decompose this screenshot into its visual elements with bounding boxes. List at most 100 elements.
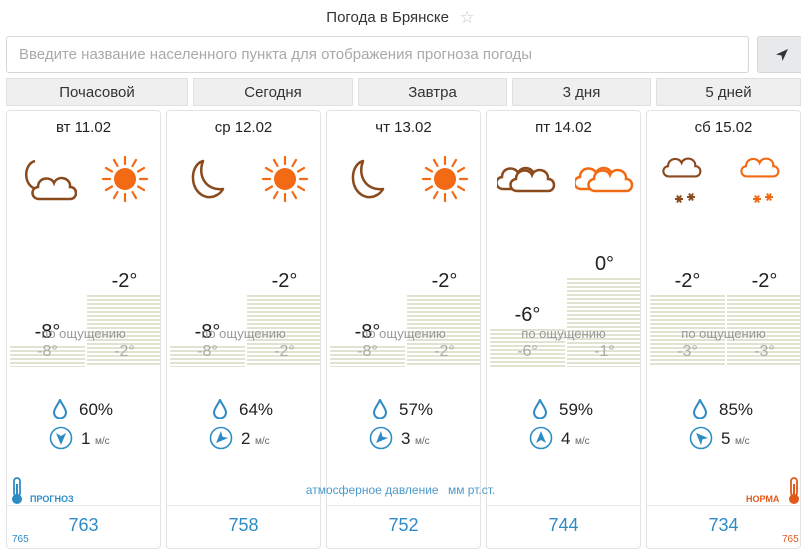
location-arrow-icon (776, 48, 788, 61)
wind-north-west-icon (689, 426, 713, 450)
wind-unit: м/с (95, 436, 110, 447)
tab-tomorrow[interactable]: Завтра (358, 78, 507, 106)
day-date: чт 13.02 (375, 119, 432, 136)
wind-unit: м/с (575, 436, 590, 447)
forecast-day-card: ср 12.02 -8° -2° по ощущению -8° -2° 64% 2 м/с 75… (166, 110, 321, 549)
wind-row: 5 м/с (647, 425, 800, 451)
night-temperature-bar (330, 346, 405, 367)
tab-today[interactable]: Сегодня (193, 78, 353, 106)
feels-like-label: по ощущению (201, 326, 286, 341)
locate-button[interactable] (757, 36, 801, 73)
wind-row: 4 м/с (487, 425, 640, 451)
cloudy-icon (575, 166, 634, 193)
moon-icon (191, 159, 225, 199)
day-feels-like: -2° (274, 343, 295, 360)
humidity-value: 57% (399, 400, 434, 419)
day-feels-like: -2° (114, 343, 135, 360)
humidity-row: 85% (647, 397, 800, 423)
pressure-divider (7, 505, 160, 506)
day-feels-like: -1° (594, 343, 615, 360)
page-header: Погода в Брянске ☆ (0, 0, 801, 36)
wind-row: 3 м/с (327, 425, 480, 451)
humidity-row: 59% (487, 397, 640, 423)
thermometer-norm-icon (789, 477, 799, 504)
moon-icon (351, 159, 385, 199)
thermometer-forecast-icon (12, 477, 22, 504)
forecast-legend-value: 765 (12, 534, 29, 545)
pressure-unit: мм рт.ст. (447, 483, 496, 497)
night-feels-like: -8° (357, 343, 378, 360)
wind-unit: м/с (415, 436, 430, 447)
humidity-drop-icon (212, 399, 228, 419)
wind-south-west-icon (369, 426, 393, 450)
humidity-row: 64% (167, 397, 320, 423)
day-temperature-bar (87, 295, 160, 367)
pressure-caption: атмосферное давление мм рт.ст. (0, 483, 801, 497)
pressure-value: 744 (548, 515, 579, 535)
pressure-divider (167, 505, 320, 506)
tab-3-days[interactable]: 3 дня (512, 78, 651, 106)
day-temperature: -2° (271, 270, 298, 292)
pressure-label: атмосферное давление (305, 483, 439, 497)
day-date: сб 15.02 (694, 119, 753, 136)
humidity-value: 59% (559, 400, 594, 419)
night-temperature-bar (490, 329, 565, 367)
snow-cloud-icon (662, 157, 702, 203)
day-date: пт 14.02 (535, 119, 592, 136)
day-feels-like: -2° (434, 343, 455, 360)
day-feels-like: -3° (754, 343, 775, 360)
wind-row: 1 м/с (7, 425, 160, 451)
night-temperature: -8° (34, 321, 61, 343)
tab-5-days[interactable]: 5 дней (656, 78, 801, 106)
day-temperature-bar (407, 295, 480, 367)
wind-south-icon (49, 426, 73, 450)
day-date: вт 11.02 (55, 119, 112, 136)
humidity-row: 57% (327, 397, 480, 423)
wind-unit: м/с (735, 436, 750, 447)
night-feels-like: -8° (197, 343, 218, 360)
day-date: ср 12.02 (214, 119, 273, 136)
wind-unit: м/с (255, 436, 270, 447)
wind-north-icon (529, 426, 553, 450)
tab-hourly[interactable]: Почасовой (6, 78, 188, 106)
humidity-row: 60% (7, 397, 160, 423)
night-temperature: -8° (354, 321, 381, 343)
sun-icon (421, 155, 469, 203)
pressure-divider (647, 505, 800, 506)
day-temperature: -2° (751, 270, 778, 292)
forecast-day-card: чт 13.02 -8° -2° по ощущению -8° -2° 57% 3 м/с 75… (326, 110, 481, 549)
norm-legend-value: 765 (782, 534, 799, 545)
day-temperature: -2° (431, 270, 458, 292)
day-temperature: 0° (594, 253, 615, 275)
wind-speed-value: 4 (561, 429, 571, 448)
forecast-day-card: пт 14.02 -6° 0° по ощущению -6° -1° 59% 4 м/с 744 (486, 110, 641, 549)
pressure-value: 758 (228, 515, 259, 535)
feels-like-label: по ощущению (521, 326, 606, 341)
night-feels-like: -3° (677, 343, 698, 360)
humidity-value: 60% (79, 400, 114, 419)
humidity-value: 64% (239, 400, 274, 419)
pressure-value: 734 (708, 515, 739, 535)
pressure-value: 763 (68, 515, 99, 535)
wind-speed-value: 5 (721, 429, 731, 448)
night-temperature: -6° (514, 304, 541, 326)
day-temperature: -2° (111, 270, 138, 292)
day-temperature-bar (567, 278, 640, 367)
wind-speed-value: 2 (241, 429, 251, 448)
favorite-star-icon[interactable]: ☆ (459, 8, 475, 27)
feels-like-label: по ощущению (361, 326, 446, 341)
period-tabs: Почасовой Сегодня Завтра 3 дня 5 дней (0, 78, 801, 106)
humidity-drop-icon (692, 399, 708, 419)
moon-cloud-icon (25, 159, 77, 201)
night-temperature: -2° (674, 270, 701, 292)
forecast-legend-label: ПРОГНОЗ (30, 494, 74, 504)
forecast-day-card: вт 11.02 -8° -2° по ощущению -8° -2° 60% 1 м/с 76… (6, 110, 161, 549)
night-feels-like: -6° (517, 343, 538, 360)
search-input[interactable] (6, 36, 749, 73)
night-temperature-bar (170, 346, 245, 367)
pressure-divider (327, 505, 480, 506)
day-temperature-bar (727, 295, 800, 367)
humidity-drop-icon (372, 399, 388, 419)
page-title: Погода в Брянске (326, 9, 449, 26)
snow-cloud-icon (740, 157, 780, 203)
